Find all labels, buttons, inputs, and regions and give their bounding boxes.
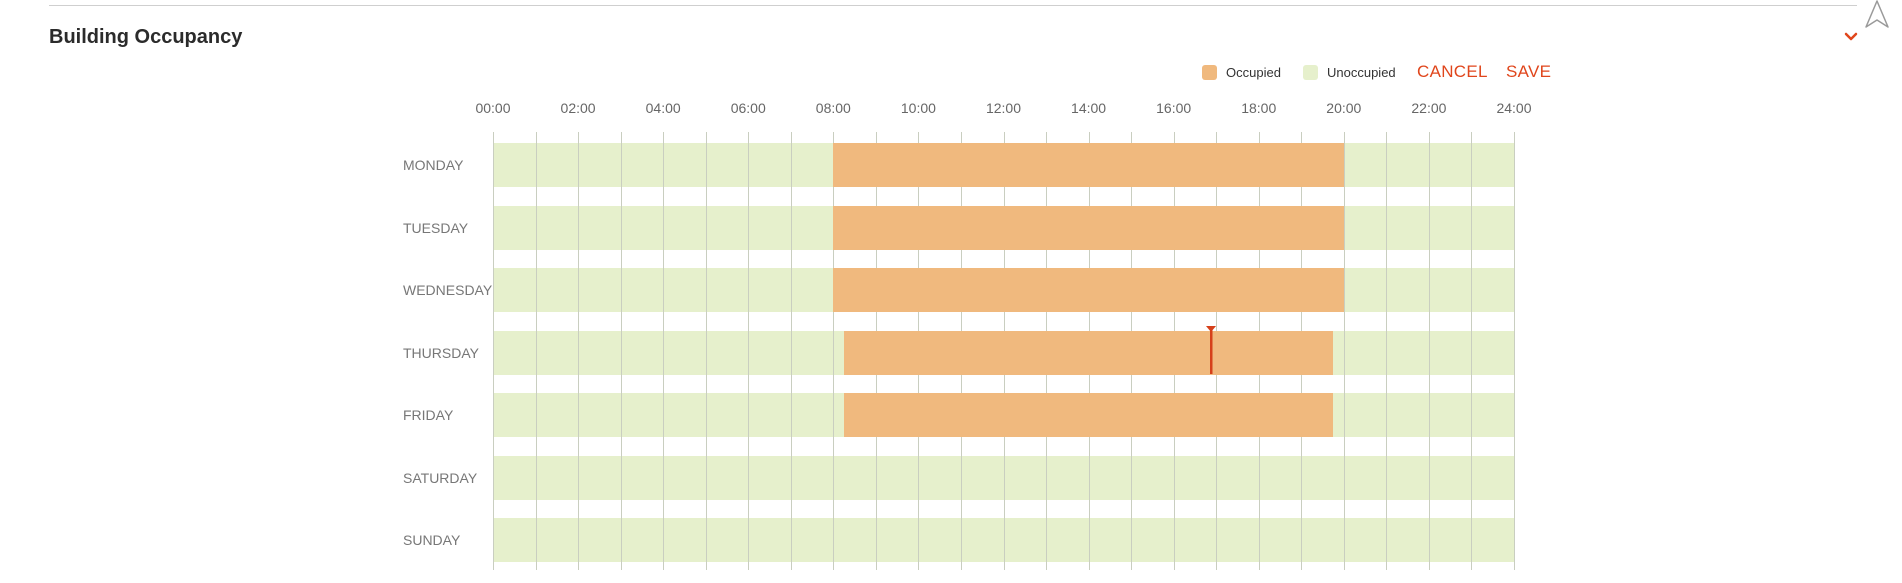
grid-line: [536, 132, 537, 570]
occupied-bar[interactable]: [833, 268, 1344, 312]
grid-line: [1471, 132, 1472, 570]
legend-unoccupied: Unoccupied: [1303, 64, 1396, 81]
day-label: THURSDAY: [403, 344, 479, 361]
grid-line: [1344, 132, 1345, 570]
grid-line: [748, 132, 749, 570]
hour-label: 20:00: [1326, 100, 1362, 116]
collapse-button[interactable]: [1842, 28, 1860, 44]
day-label: TUESDAY: [403, 219, 469, 236]
grid-line: [1386, 132, 1387, 570]
occupied-bar[interactable]: [833, 143, 1344, 187]
hour-label: 12:00: [985, 100, 1022, 116]
day-label: SUNDAY: [403, 532, 461, 548]
cancel-button[interactable]: CANCEL: [1417, 62, 1488, 81]
grid-line: [578, 132, 579, 570]
grid-line: [621, 132, 622, 570]
grid-line: [663, 132, 664, 570]
chevron-down-icon: [1844, 32, 1858, 41]
top-divider: [49, 5, 1857, 6]
save-button[interactable]: SAVE: [1506, 62, 1552, 81]
grid-line: [706, 132, 707, 570]
hour-label: 14:00: [1071, 100, 1107, 116]
day-label: SATURDAY: [403, 469, 478, 486]
day-label: MONDAY: [403, 157, 464, 173]
day-label: FRIDAY: [403, 407, 454, 423]
hour-label: 02:00: [560, 100, 596, 116]
hour-label: 16:00: [1156, 100, 1192, 116]
day-label: WEDNESDAY: [403, 282, 493, 298]
unoccupied-swatch: [1303, 65, 1318, 80]
hour-label: 10:00: [900, 100, 936, 116]
hour-label: 04:00: [645, 100, 681, 116]
navigation-arrow-icon: [1862, 0, 1892, 30]
grid-line: [833, 132, 834, 570]
occupied-bar[interactable]: [833, 205, 1344, 250]
legend-occupied-label: Occupied: [1226, 65, 1281, 80]
hour-label: 00:00: [475, 100, 511, 116]
occupied-swatch: [1202, 65, 1217, 80]
grid-line: [1514, 132, 1515, 570]
legend-occupied: Occupied: [1202, 64, 1281, 81]
time-cursor-marker[interactable]: [1205, 325, 1217, 374]
occupied-bar[interactable]: [843, 330, 1334, 375]
occupied-bar[interactable]: [843, 393, 1334, 437]
grid-line: [1429, 132, 1430, 570]
hour-label: 24:00: [1496, 100, 1532, 116]
panel-title: Building Occupancy: [49, 26, 243, 48]
hour-label: 08:00: [815, 100, 851, 116]
grid-line: [791, 132, 792, 570]
legend-unoccupied-label: Unoccupied: [1327, 65, 1396, 80]
hour-label: 18:00: [1241, 100, 1277, 116]
grid-line: [493, 132, 494, 570]
hour-label: 06:00: [730, 100, 766, 116]
hour-label: 22:00: [1411, 100, 1447, 116]
